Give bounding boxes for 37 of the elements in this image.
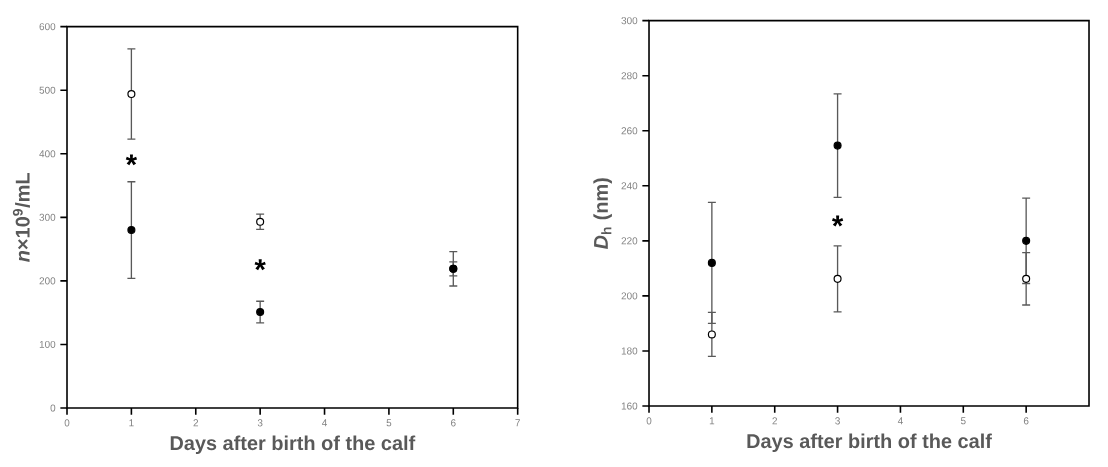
- x-tick-label: 2: [193, 419, 199, 427]
- y-tick-label: 0: [50, 404, 56, 412]
- y-tick-label: 400: [39, 150, 56, 158]
- y-tick-label: 220: [621, 237, 638, 245]
- y-tick-label: 200: [39, 277, 56, 285]
- y-tick-label: 500: [39, 86, 56, 94]
- x-tick-label: 6: [451, 419, 456, 427]
- x-tick-label: 2: [772, 417, 777, 425]
- y-tick-label: 260: [621, 127, 638, 135]
- x-axis-title: Days after birth of the calf: [170, 435, 416, 455]
- y-tick-label: 160: [621, 402, 638, 410]
- x-tick-label: 0: [646, 417, 652, 425]
- y-tick-label: 600: [39, 23, 56, 31]
- x-tick-label: 5: [386, 419, 392, 427]
- y-tick-label: 240: [621, 182, 638, 190]
- x-tick-label: 0: [64, 419, 70, 427]
- annotation: *: [125, 154, 138, 166]
- annotation: *: [831, 215, 844, 227]
- annotation: *: [254, 259, 266, 271]
- x-axis-title: Days after birth of the calf: [747, 433, 992, 453]
- y-tick-label: 300: [39, 213, 56, 221]
- y-tick-label: 100: [39, 340, 56, 348]
- x-tick-label: 1: [129, 419, 134, 427]
- x-tick-label: 5: [960, 417, 966, 425]
- y-axis-title: n×10$^{9}$/mL: [12, 173, 30, 262]
- y-tick-label: 200: [621, 292, 638, 300]
- y-axis-title: D$_{h}$ (nm): [593, 178, 612, 250]
- x-tick-label: 4: [321, 419, 328, 427]
- x-tick-label: 7: [515, 419, 520, 427]
- x-tick-label: 3: [257, 419, 263, 427]
- x-tick-label: 6: [1023, 417, 1029, 425]
- x-tick-label: 4: [897, 417, 903, 425]
- y-tick-label: 280: [621, 72, 638, 80]
- x-tick-label: 1: [709, 417, 715, 425]
- y-tick-label: 180: [621, 347, 638, 355]
- x-tick-label: 3: [835, 417, 840, 425]
- y-tick-label: 300: [621, 17, 638, 25]
